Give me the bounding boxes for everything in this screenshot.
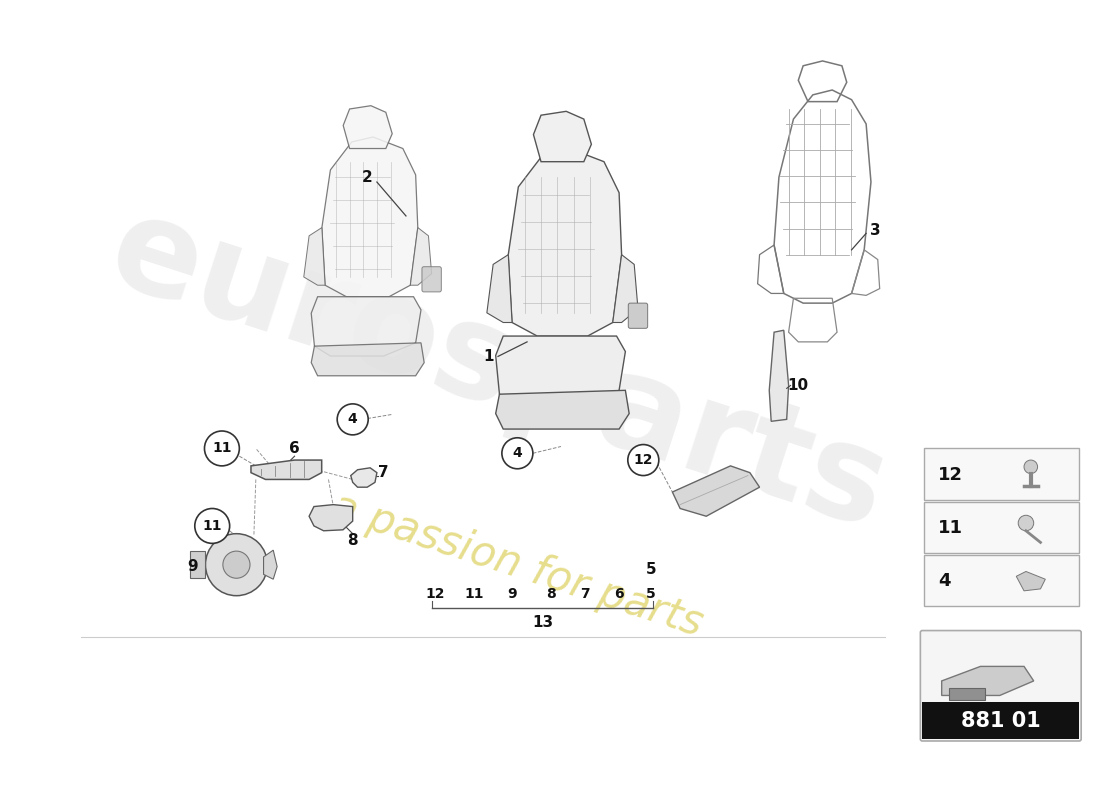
Polygon shape [311,343,425,376]
Circle shape [628,445,659,475]
Polygon shape [343,106,393,149]
Polygon shape [769,330,789,422]
Polygon shape [496,336,626,406]
Circle shape [195,509,230,543]
Text: 2: 2 [362,170,373,185]
Polygon shape [508,148,622,336]
FancyBboxPatch shape [922,702,1079,739]
Text: 8: 8 [348,533,358,548]
Polygon shape [487,254,512,322]
Text: 11: 11 [464,586,484,601]
Text: 5: 5 [646,562,657,577]
Text: 4: 4 [348,412,358,426]
Polygon shape [322,137,418,297]
Text: 3: 3 [870,223,881,238]
FancyBboxPatch shape [924,502,1079,553]
Text: 6: 6 [614,586,624,601]
Text: 11: 11 [938,519,962,537]
Text: 9: 9 [508,586,517,601]
Text: 5: 5 [646,586,656,601]
Circle shape [223,551,250,578]
Text: 10: 10 [788,378,808,393]
Polygon shape [496,390,629,429]
Text: 12: 12 [938,466,962,483]
Text: 7: 7 [581,586,590,601]
Text: 6: 6 [289,441,300,456]
Text: 13: 13 [532,615,553,630]
Text: 881 01: 881 01 [961,710,1041,730]
Polygon shape [251,460,321,479]
Circle shape [502,438,532,469]
Polygon shape [309,505,353,530]
Text: 12: 12 [426,586,444,601]
Polygon shape [304,227,326,286]
Text: a passion for parts: a passion for parts [327,485,708,645]
Circle shape [1024,460,1037,474]
Text: eurosparts: eurosparts [94,186,902,556]
Circle shape [338,404,368,435]
Polygon shape [613,254,638,322]
FancyBboxPatch shape [924,555,1079,606]
Polygon shape [311,297,421,356]
Polygon shape [1016,571,1045,591]
Polygon shape [351,468,377,487]
FancyBboxPatch shape [924,449,1079,500]
Circle shape [1019,515,1034,530]
Text: 8: 8 [547,586,557,601]
Text: 4: 4 [513,446,522,460]
Polygon shape [190,551,206,578]
Text: 7: 7 [378,465,389,480]
Polygon shape [264,550,277,579]
Text: 9: 9 [187,559,198,574]
Text: 12: 12 [634,453,653,467]
Polygon shape [672,466,760,516]
Text: 1: 1 [483,349,494,364]
FancyBboxPatch shape [921,630,1081,741]
FancyBboxPatch shape [628,303,648,328]
Text: 11: 11 [212,442,232,455]
Polygon shape [534,111,592,162]
Circle shape [205,431,240,466]
Text: 4: 4 [938,572,950,590]
FancyBboxPatch shape [422,266,441,292]
Text: 11: 11 [202,519,222,533]
Polygon shape [949,688,986,700]
Circle shape [206,534,267,596]
Polygon shape [942,666,1034,695]
Polygon shape [410,227,431,286]
